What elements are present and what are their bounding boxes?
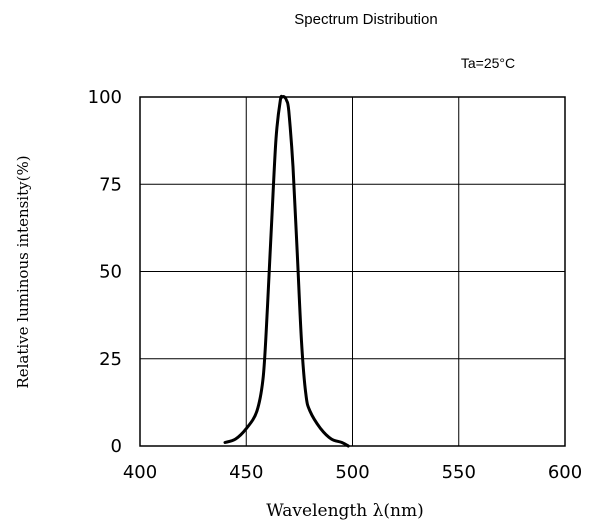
x-tick-label: 600 (548, 462, 582, 483)
series-layer (223, 94, 350, 448)
y-tick-label: 50 (99, 262, 122, 283)
y-tick-label: 25 (99, 349, 122, 370)
plot-frame (139, 96, 566, 447)
y-tick-label: 0 (111, 436, 122, 457)
y-tick-label: 100 (88, 87, 122, 108)
grid (140, 97, 565, 446)
chart-title: Spectrum Distribution (294, 11, 437, 28)
y-tick-label: 75 (99, 174, 122, 195)
temperature-annotation: Ta=25°C (461, 55, 515, 71)
y-axis-label: Relative luminous intensity(%) (14, 155, 32, 388)
x-tick-label: 450 (229, 462, 263, 483)
tick-labels: 400 450 500 550 600 0 25 50 75 100 (88, 87, 583, 483)
x-tick-label: 550 (442, 462, 476, 483)
x-tick-label: 400 (123, 462, 157, 483)
x-tick-label: 500 (335, 462, 369, 483)
series-line-0 (223, 94, 350, 448)
x-axis-label: Wavelength λ(nm) (266, 501, 423, 521)
